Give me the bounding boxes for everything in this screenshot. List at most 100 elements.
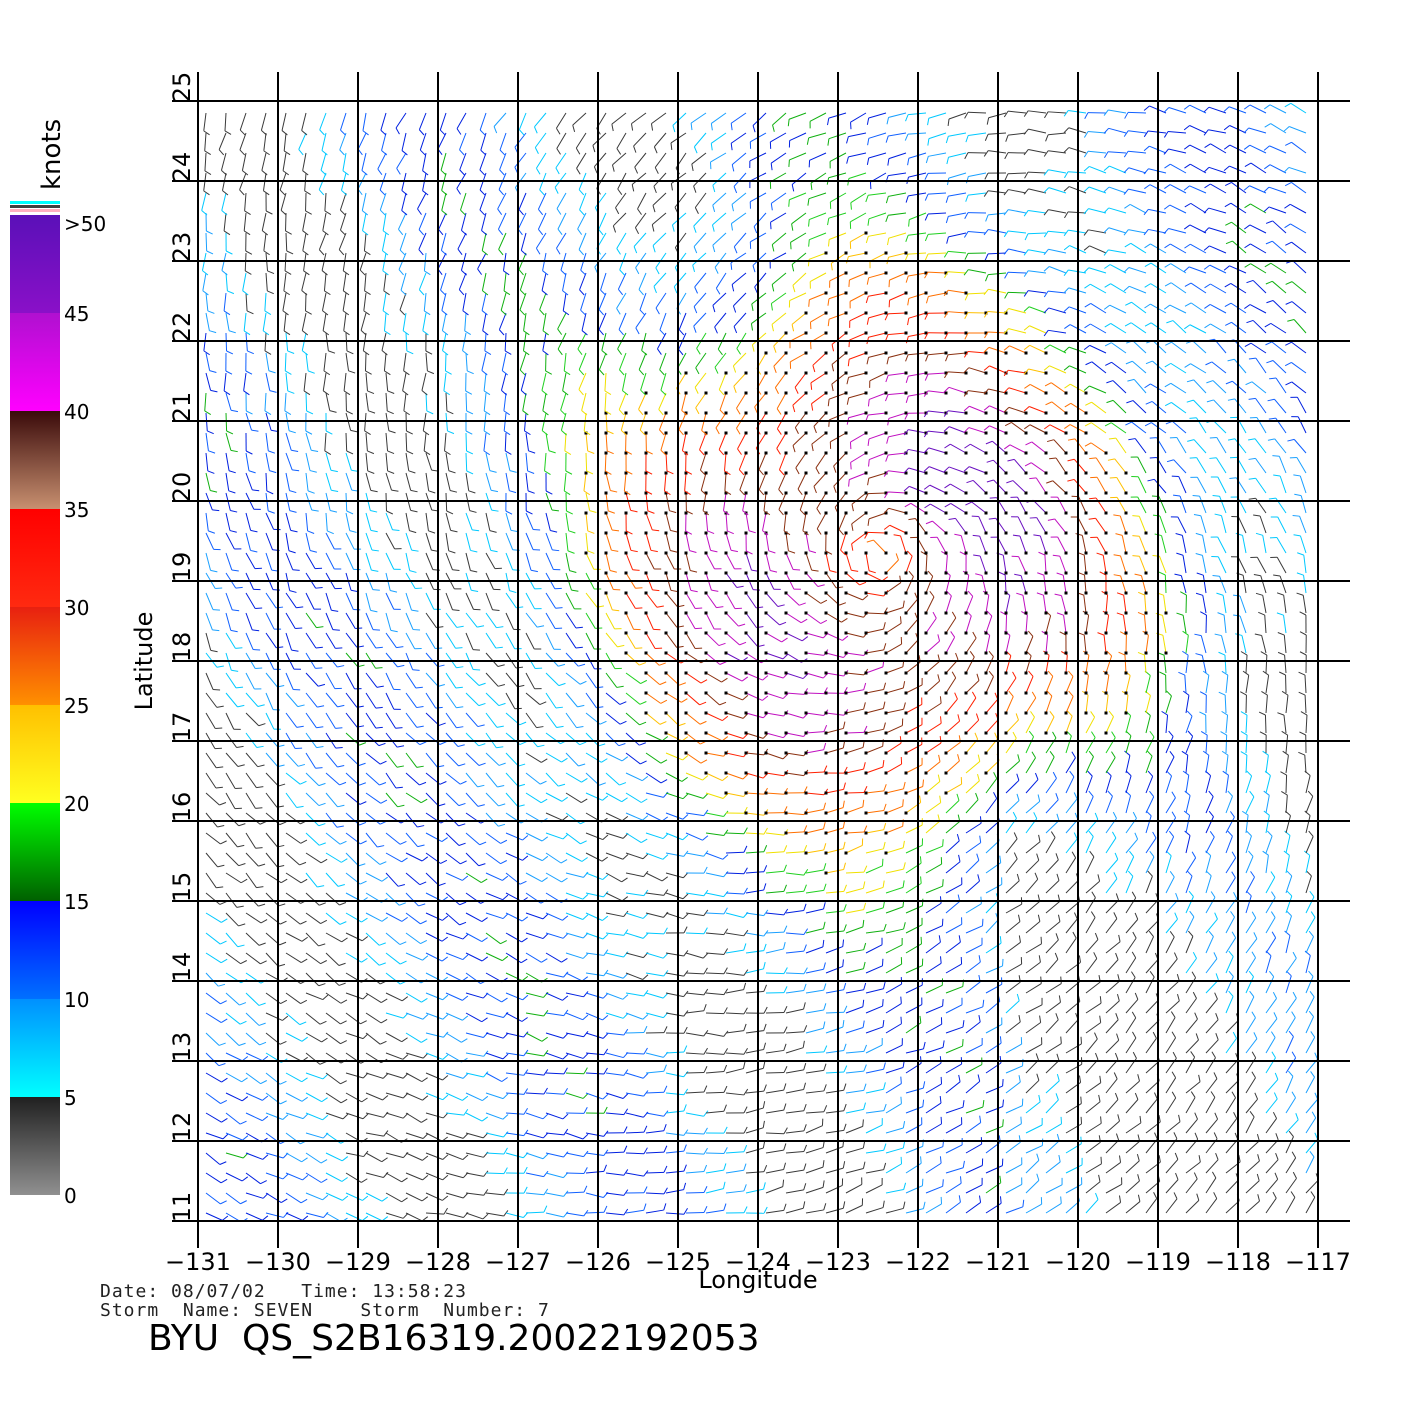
- wind-barb: [1144, 185, 1166, 193]
- wind-barb: [1104, 250, 1126, 256]
- wind-barb: [546, 1152, 568, 1157]
- wind-barb: [646, 912, 668, 917]
- wind-barb: [1006, 133, 1026, 142]
- wind-barb: [1106, 853, 1118, 873]
- wind-barb: [618, 173, 626, 195]
- wind-barb: [1146, 771, 1153, 793]
- wind-barb: [759, 452, 767, 475]
- wind-barb: [1026, 752, 1036, 773]
- wind-barb: [786, 869, 808, 875]
- wind-barb: [685, 632, 703, 649]
- wind-barb: [306, 393, 313, 414]
- wind-barb: [986, 1017, 1002, 1033]
- wind-barb: [810, 273, 826, 289]
- wind-barb: [206, 933, 227, 944]
- wind-barb: [366, 593, 377, 612]
- wind-barb: [1122, 691, 1128, 714]
- wind-barb: [686, 1030, 708, 1036]
- wind-barb: [406, 453, 415, 473]
- wind-barb: [1165, 402, 1186, 413]
- wind-barb: [406, 1173, 428, 1180]
- wind-barb: [1046, 814, 1059, 833]
- wind-barb: [1166, 913, 1178, 933]
- wind-barb: [613, 213, 626, 232]
- wind-barb: [466, 833, 486, 845]
- wind-barb: [341, 173, 346, 195]
- wind-barb: [322, 133, 327, 155]
- wind-barb: [386, 393, 394, 414]
- wind-barb: [1266, 221, 1286, 233]
- wind-barb: [306, 753, 323, 768]
- wind-barb: [1166, 851, 1171, 873]
- wind-barb: [812, 432, 828, 451]
- wind-barb: [1265, 124, 1286, 133]
- wind-barb: [845, 669, 868, 675]
- wind-barb: [1286, 282, 1306, 293]
- wind-barb: [1297, 593, 1306, 613]
- wind-barb: [346, 733, 366, 745]
- wind-barb: [324, 273, 330, 295]
- wind-barb: [726, 1048, 748, 1054]
- wind-barb: [686, 867, 707, 873]
- wind-barb: [984, 426, 1007, 435]
- wind-barb: [466, 613, 484, 627]
- wind-barb: [1166, 1072, 1176, 1093]
- wind-barb: [586, 693, 603, 708]
- wind-barb: [606, 613, 622, 629]
- wind-barb: [366, 473, 378, 492]
- wind-barb: [966, 955, 980, 973]
- wind-barb: [825, 863, 846, 875]
- wind-barb: [634, 233, 646, 253]
- wind-barb: [1006, 812, 1016, 833]
- wind-barb: [1286, 1172, 1297, 1193]
- wind-barb: [706, 1065, 727, 1073]
- wind-barb: [1306, 1112, 1316, 1133]
- wind-barb: [1106, 381, 1126, 393]
- wind-barb: [733, 293, 746, 313]
- wind-barb: [404, 393, 410, 415]
- wind-barb: [1286, 1192, 1295, 1213]
- wind-barb: [526, 1033, 548, 1041]
- colorbar-cap: [10, 209, 60, 212]
- wind-barb: [886, 997, 901, 1013]
- wind-barb: [266, 273, 274, 294]
- colorbar-label: 5: [64, 1086, 77, 1110]
- wind-barb: [886, 957, 902, 973]
- wind-barb: [1113, 515, 1127, 535]
- wind-barb: [1211, 477, 1226, 493]
- wind-barb: [386, 453, 394, 474]
- wind-barb: [1284, 851, 1290, 873]
- wind-barb: [1086, 1175, 1100, 1193]
- wind-barb: [1014, 574, 1027, 594]
- wind-barb: [964, 406, 987, 414]
- wind-barb: [442, 293, 447, 315]
- wind-barb: [966, 816, 981, 833]
- wind-barb: [626, 973, 648, 979]
- wind-barb: [886, 213, 906, 222]
- wind-barb: [770, 133, 786, 149]
- wind-barb: [826, 1201, 845, 1213]
- wind-barb: [286, 933, 308, 941]
- wind-barb: [442, 173, 447, 195]
- wind-barb: [1285, 103, 1306, 113]
- wind-barb: [486, 913, 508, 919]
- wind-barb: [626, 713, 646, 725]
- wind-barb: [925, 173, 946, 180]
- wind-barb: [966, 874, 980, 893]
- wind-barb: [346, 1151, 368, 1156]
- wind-barb: [226, 873, 247, 883]
- wind-barb: [1106, 1196, 1121, 1213]
- wind-barb: [986, 772, 997, 793]
- wind-barb: [946, 133, 966, 143]
- wind-barb: [406, 673, 423, 688]
- wind-barb: [246, 1033, 266, 1045]
- wind-barb: [1065, 671, 1073, 694]
- wind-barb: [1145, 711, 1150, 733]
- wind-barb: [1294, 494, 1306, 513]
- wind-barb: [772, 233, 786, 251]
- wind-barb: [805, 803, 826, 815]
- wind-barb: [206, 1033, 226, 1045]
- wind-barb: [675, 193, 686, 214]
- wind-barb: [926, 857, 942, 873]
- wind-barb: [586, 950, 608, 956]
